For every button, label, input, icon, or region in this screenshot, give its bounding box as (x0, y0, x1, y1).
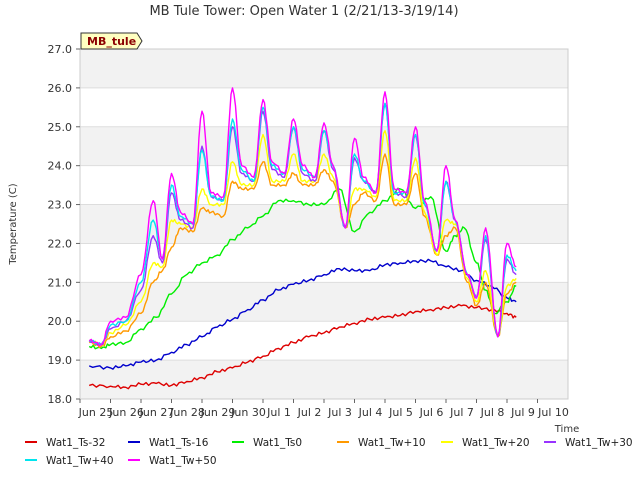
y-tick-label: 19.0 (48, 354, 73, 367)
x-tick-label: Jul 4 (358, 406, 383, 419)
x-tick-label: Jul 7 (449, 406, 474, 419)
grid-band (80, 360, 568, 399)
chart-title: MB Tule Tower: Open Water 1 (2/21/13-3/1… (149, 4, 458, 19)
y-tick-label: 20.0 (48, 315, 73, 328)
grid-band (80, 282, 568, 322)
x-tick-label: Jul 5 (388, 406, 413, 419)
legend: Wat1_Ts-32 Wat1_Ts-16 Wat1_Ts0 Wat1_Tw+10 Wa… (25, 437, 633, 467)
legend-label: Wat1_Tw+30 (565, 437, 633, 449)
y-tick-label: 18.0 (48, 393, 73, 406)
series-line-wat1-ts0 (88, 187, 517, 350)
legend-label: Wat1_Ts0 (253, 437, 302, 449)
x-tick-label: Jul 2 (297, 406, 322, 419)
series-line-wat1-ts-32 (88, 303, 517, 390)
x-tick-label: Jun 27 (139, 406, 175, 419)
site-label: MB_tule (87, 35, 136, 48)
legend-label: Wat1_Ts-32 (46, 437, 106, 449)
y-axis-label: Temperature (C) (8, 183, 19, 265)
x-axis-label: Time (554, 424, 579, 435)
series-line-wat1-tw-20 (89, 129, 517, 346)
grid-band (80, 204, 568, 244)
legend-item: Wat1_Ts0 (232, 437, 302, 449)
legend-item: Wat1_Tw+40 (25, 455, 114, 467)
y-tick-label: 23.0 (48, 199, 73, 212)
y-tick-label: 21.0 (48, 276, 73, 289)
legend-label: Wat1_Tw+40 (46, 455, 114, 467)
site-label-box: MB_tule (80, 32, 143, 50)
series-line-wat1-tw-40 (89, 102, 517, 346)
series-line-wat1-ts-16 (88, 258, 517, 370)
y-tick-label: 22.0 (48, 237, 73, 250)
grid-band (80, 243, 568, 283)
legend-label: Wat1_Tw+50 (149, 455, 217, 467)
x-tick-label: Jun 28 (169, 406, 205, 419)
legend-item: Wat1_Tw+10 (337, 437, 426, 449)
y-tick-label: 26.0 (48, 82, 73, 95)
series-layer (88, 87, 517, 390)
plot-background (80, 49, 568, 399)
legend-item: Wat1_Ts-16 (128, 437, 209, 449)
x-tick-label: Jul 6 (419, 406, 444, 419)
grid-band (80, 126, 568, 166)
legend-item: Wat1_Tw+20 (441, 437, 530, 449)
legend-label: Wat1_Tw+20 (462, 437, 530, 449)
series-line-wat1-tw-30 (88, 102, 517, 346)
y-tick-label: 24.0 (48, 160, 73, 173)
x-tick-label: Jun 25 (78, 406, 114, 419)
series-line-wat1-tw-10 (88, 153, 517, 349)
grid-band (80, 49, 568, 88)
x-tick-label: Jul 8 (480, 406, 505, 419)
legend-label: Wat1_Tw+10 (358, 437, 426, 449)
series-line-wat1-tw-50 (88, 87, 517, 347)
grid-band (80, 87, 568, 127)
legend-item: Wat1_Ts-32 (25, 437, 106, 449)
x-tick-label: Jun 26 (108, 406, 144, 419)
x-tick-label: Jul 1 (266, 406, 291, 419)
grid-band (80, 321, 568, 361)
grid-band (80, 165, 568, 205)
legend-label: Wat1_Ts-16 (149, 437, 209, 449)
x-tick-label: Jul 9 (510, 406, 535, 419)
x-tick-label: Jun 29 (200, 406, 236, 419)
y-axis: 18.0 19.0 20.0 21.0 22.0 23.0 24.0 25.0 26.0 27.0 (48, 43, 80, 406)
y-tick-label: 27.0 (48, 43, 73, 56)
x-tick-label: Jul 3 (327, 406, 352, 419)
y-tick-label: 25.0 (48, 121, 73, 134)
x-tick-label: Jun 30 (230, 406, 266, 419)
site-label-shape (80, 32, 143, 50)
legend-item: Wat1_Tw+50 (128, 455, 217, 467)
legend-item: Wat1_Tw+30 (544, 437, 633, 449)
x-tick-label: Jul 10 (537, 406, 569, 419)
